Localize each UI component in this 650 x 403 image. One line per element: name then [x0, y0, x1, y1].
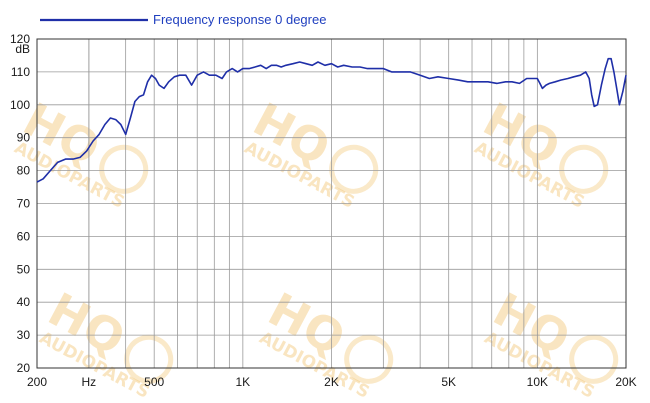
watermark-emblem — [124, 334, 174, 384]
watermark-emblem — [569, 334, 619, 384]
y-tick-label: 60 — [17, 229, 31, 243]
x-tick-label: 20K — [615, 375, 636, 389]
x-tick-label: 5K — [441, 375, 456, 389]
x-tick-label: 200 — [27, 375, 47, 389]
x-axis-tick-labels: 200 Hz 500 1K 2K 5K 10K 20K — [27, 375, 637, 389]
legend-label: Frequency response 0 degree — [153, 12, 326, 27]
y-tick-label: 110 — [11, 65, 30, 79]
y-tick-label: 70 — [17, 197, 31, 211]
legend: Frequency response 0 degree — [40, 12, 326, 27]
y-tick-label: 20 — [17, 361, 31, 375]
watermark-emblem — [559, 144, 609, 194]
y-tick-label: 120 — [10, 32, 30, 46]
y-tick-label: 80 — [17, 164, 31, 178]
y-axis-label: dB — [15, 42, 30, 56]
plot-frame — [36, 38, 627, 369]
y-tick-label: 100 — [10, 98, 30, 112]
y-axis-tick-labels: 20 30 40 50 60 70 80 90 100 110 120 — [10, 32, 30, 375]
y-tick-label: 50 — [17, 262, 31, 276]
grid-lines — [36, 38, 627, 369]
x-tick-label: Hz — [82, 375, 97, 389]
y-tick-label: 40 — [17, 295, 31, 309]
x-tick-label: 2K — [324, 375, 339, 389]
x-tick-label: 1K — [236, 375, 251, 389]
y-tick-label: 90 — [17, 131, 31, 145]
watermark-emblem — [344, 334, 394, 384]
series-line-frequency-response — [36, 57, 627, 183]
watermark-emblem — [99, 144, 149, 194]
x-tick-label: 10K — [527, 375, 548, 389]
series-layer — [36, 57, 627, 183]
y-tick-label: 30 — [17, 328, 31, 342]
watermark-emblem — [329, 144, 379, 194]
x-tick-label: 500 — [144, 375, 164, 389]
